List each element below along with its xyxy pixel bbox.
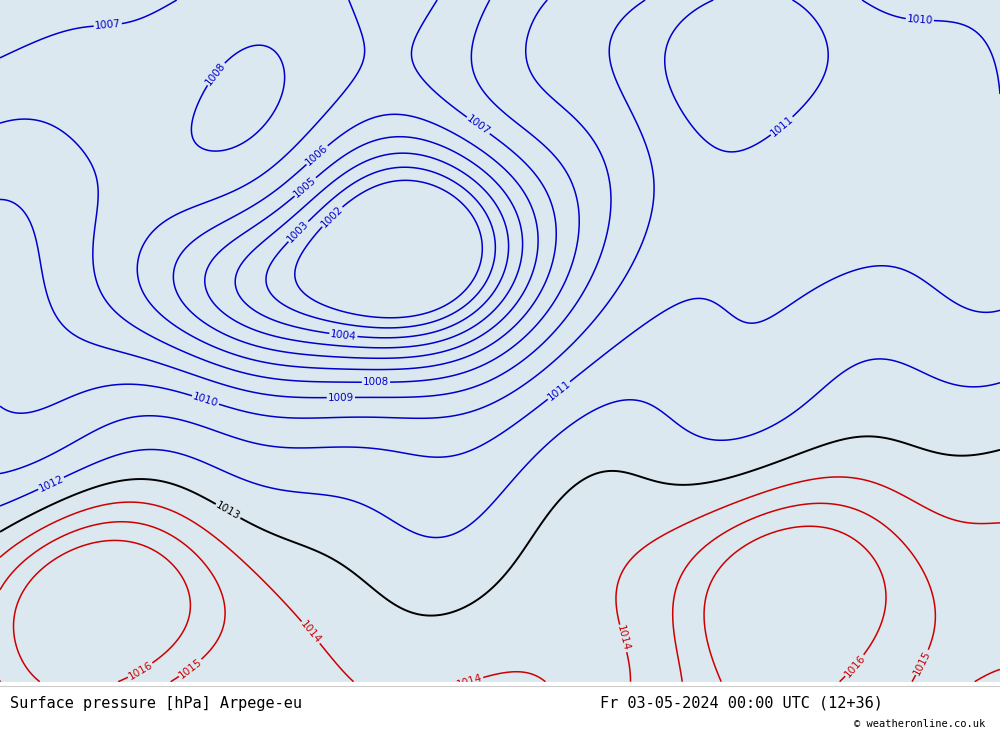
Text: 1007: 1007	[465, 114, 492, 137]
Text: 1011: 1011	[545, 378, 572, 402]
Text: 1010: 1010	[906, 14, 933, 26]
Text: 1008: 1008	[204, 60, 228, 87]
Text: 1012: 1012	[37, 474, 65, 493]
Text: 1014: 1014	[298, 619, 323, 646]
Text: 1015: 1015	[177, 656, 204, 680]
Text: 1014: 1014	[615, 625, 631, 652]
Text: 1002: 1002	[319, 204, 345, 229]
Text: Surface pressure [hPa] Arpege-eu: Surface pressure [hPa] Arpege-eu	[10, 696, 302, 711]
Text: 1005: 1005	[292, 174, 318, 199]
Text: 1008: 1008	[363, 377, 389, 387]
Text: 1016: 1016	[126, 660, 154, 682]
Text: 1015: 1015	[912, 649, 933, 677]
Text: 1014: 1014	[456, 673, 484, 690]
Text: Fr 03-05-2024 00:00 UTC (12+36): Fr 03-05-2024 00:00 UTC (12+36)	[600, 696, 883, 711]
Text: 1006: 1006	[304, 143, 330, 167]
Text: © weatheronline.co.uk: © weatheronline.co.uk	[854, 719, 985, 729]
Text: 1007: 1007	[94, 19, 121, 32]
Text: 1004: 1004	[330, 328, 357, 342]
Text: 1011: 1011	[769, 114, 795, 139]
Text: 1010: 1010	[191, 391, 220, 409]
Text: 1003: 1003	[285, 218, 311, 244]
Text: 1013: 1013	[214, 500, 242, 522]
Text: 1016: 1016	[842, 652, 867, 679]
Text: 1009: 1009	[328, 392, 354, 402]
